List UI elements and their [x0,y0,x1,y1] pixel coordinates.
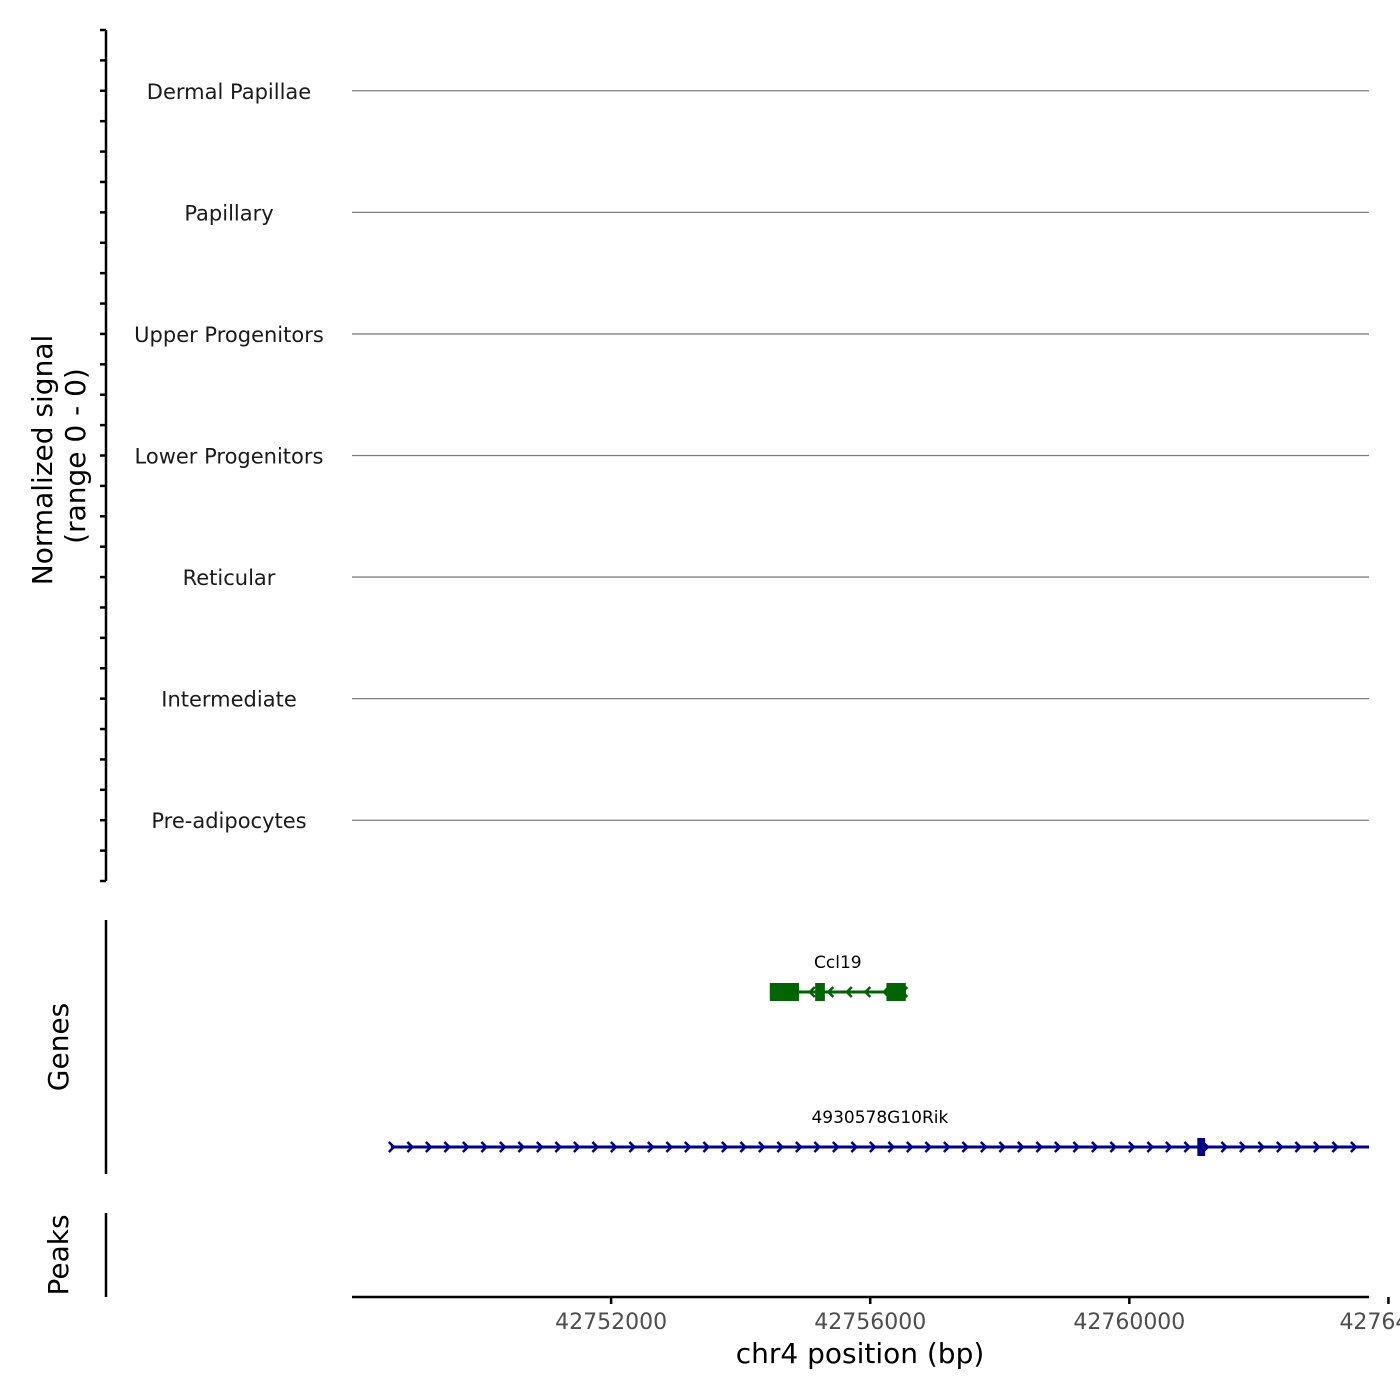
strand-chevron [461,1141,470,1153]
strand-chevron [1312,1141,1321,1153]
strand-chevron [826,986,835,998]
coverage-track-label: Papillary [184,201,273,225]
strand-chevron [646,1141,655,1153]
strand-chevron [628,1141,637,1153]
coverage-y-title-line1: Normalized signal [26,335,59,586]
strand-chevron [863,986,872,998]
x-axis-title: chr4 position (bp) [736,1337,985,1370]
gene-4930578G10Rik: 4930578G10Rik [387,1108,1369,1156]
strand-chevron [702,1141,711,1153]
strand-chevron [905,1141,914,1153]
strand-chevron [739,1141,748,1153]
strand-chevron [776,1141,785,1153]
coverage-tracks: Dermal Papillae Papillary Upper Progenitor… [134,80,1369,833]
strand-chevron [887,1141,896,1153]
gene-exon [1197,1138,1206,1156]
x-tick-label: 4276400 [1339,1310,1400,1335]
strand-chevron [1183,1141,1192,1153]
strand-chevron [1164,1141,1173,1153]
x-tick-label: 42752000 [555,1310,667,1335]
strand-chevron [480,1141,489,1153]
strand-chevron [1275,1141,1284,1153]
gene-exon [769,983,799,1001]
strand-chevron [1016,1141,1025,1153]
strand-chevron [1257,1141,1266,1153]
x-tick-label: 42760000 [1073,1310,1185,1335]
strand-chevron [1109,1141,1118,1153]
peaks-panel: Peaks [42,1213,108,1297]
strand-chevron [831,1141,840,1153]
strand-chevron [424,1141,433,1153]
strand-chevron [443,1141,452,1153]
coverage-y-ticks [100,28,106,883]
strand-chevron [1238,1141,1247,1153]
strand-chevron [572,1141,581,1153]
coverage-track-label: Lower Progenitors [135,445,324,469]
strand-chevron [1035,1141,1044,1153]
strand-chevron [998,1141,1007,1153]
strand-chevron [942,1141,951,1153]
coverage-track-label: Pre-adipocytes [151,809,306,833]
strand-chevron [1072,1141,1081,1153]
coverage-track-label: Reticular [183,566,276,590]
strand-chevron [554,1141,563,1153]
strand-chevron [498,1141,507,1153]
genes-y-title: Genes [42,1003,75,1091]
gene-label: 4930578G10Rik [811,1108,948,1128]
gene-Ccl19: Ccl19 [769,953,909,1001]
strand-chevron [1349,1141,1358,1153]
coverage-track-label: Intermediate [161,688,297,712]
strand-chevron [868,1141,877,1153]
strand-chevron [1146,1141,1155,1153]
strand-chevron [808,986,816,998]
gene-models: Ccl19 4930578G10Rik [387,953,1369,1156]
strand-chevron [665,1141,674,1153]
strand-chevron [1053,1141,1062,1153]
strand-chevron [813,1141,822,1153]
strand-chevron [406,1141,415,1153]
strand-chevron [924,1141,933,1153]
strand-chevron [609,1141,618,1153]
gene-label: Ccl19 [814,953,862,973]
strand-chevron [591,1141,600,1153]
strand-chevron [794,1141,803,1153]
peaks-y-title: Peaks [42,1214,75,1295]
strand-chevron [979,1141,988,1153]
strand-chevron [1294,1141,1303,1153]
x-tick-label: 42756000 [814,1310,926,1335]
strand-chevron [683,1141,692,1153]
x-axis: 42752000 42756000 42760000 4276400 chr4 pos… [352,1295,1400,1370]
gene-exon [815,983,825,1001]
coverage-track-label: Dermal Papillae [147,80,311,104]
strand-chevron [517,1141,526,1153]
strand-chevron [720,1141,729,1153]
genes-panel: Genes Ccl19 4930578G10Rik [42,920,1369,1174]
strand-chevron [1220,1141,1229,1153]
strand-chevron [1127,1141,1136,1153]
strand-chevron [387,1141,396,1153]
strand-chevron [850,1141,859,1153]
strand-chevron [535,1141,544,1153]
strand-chevron [1090,1141,1099,1153]
strand-chevron [961,1141,970,1153]
gene-exon [886,983,906,1001]
strand-chevron [757,1141,766,1153]
coverage-y-title-line2: (range 0 - 0) [59,368,92,544]
coverage-track-label: Upper Progenitors [134,323,324,347]
x-ticks: 42752000 42756000 42760000 4276400 [555,1297,1400,1335]
strand-chevron [845,986,853,998]
coverage-panel: Dermal Papillae Papillary Upper Progenitor… [26,28,1369,883]
strand-chevron [1331,1141,1340,1153]
